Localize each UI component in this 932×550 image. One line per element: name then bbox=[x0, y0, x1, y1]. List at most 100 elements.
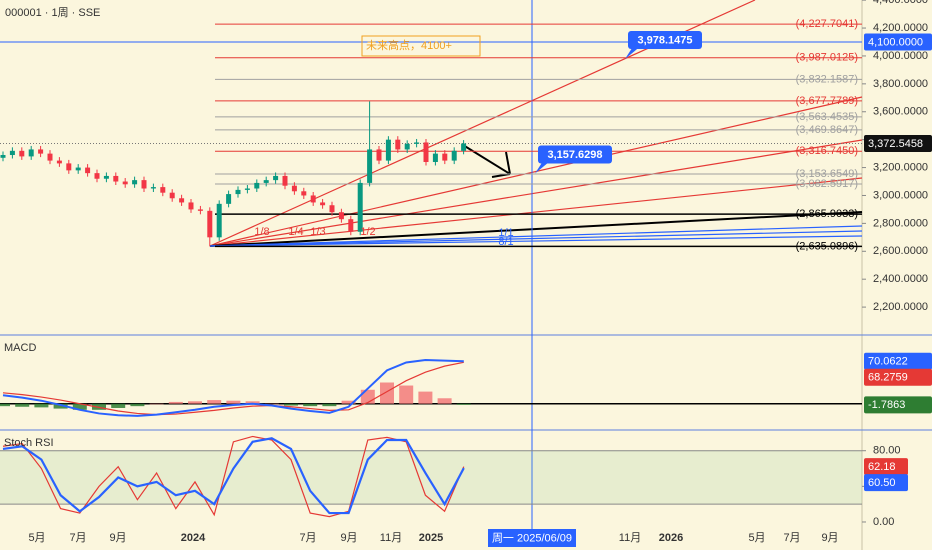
candle-body bbox=[85, 167, 91, 174]
candle-body bbox=[56, 160, 62, 164]
candle-body bbox=[404, 143, 410, 150]
candle-body bbox=[150, 187, 156, 189]
candle-body bbox=[291, 185, 297, 192]
candle-body bbox=[367, 149, 373, 183]
histogram-bar bbox=[399, 385, 414, 404]
fib-label: 8/1 bbox=[498, 236, 513, 248]
candle-body bbox=[301, 191, 307, 196]
candle-body bbox=[66, 163, 72, 171]
level-label: (2,865.9033) bbox=[796, 208, 858, 220]
histogram-bar bbox=[437, 398, 452, 404]
candle-body bbox=[226, 194, 232, 204]
candle-body bbox=[282, 175, 288, 186]
histogram-bar bbox=[149, 403, 164, 405]
level-label: (3,316.7450) bbox=[796, 145, 858, 157]
histogram-bar bbox=[456, 403, 471, 405]
x-tick-label: 5月 bbox=[748, 532, 765, 544]
candle-body bbox=[94, 173, 100, 179]
x-tick-label: 9月 bbox=[109, 532, 126, 544]
candle-body bbox=[348, 219, 354, 232]
x-tick-label: 11月 bbox=[619, 532, 641, 544]
histogram-bar bbox=[72, 403, 87, 410]
level-label: (3,153.6549) bbox=[796, 168, 858, 180]
histogram-bar bbox=[341, 400, 356, 404]
pane-title: MACD bbox=[4, 342, 36, 354]
histogram-bar bbox=[245, 401, 260, 404]
candle-body bbox=[75, 167, 81, 171]
candle-body bbox=[103, 175, 109, 179]
histogram-bar bbox=[207, 400, 222, 404]
arrow-head bbox=[505, 151, 511, 175]
crosshair-date-tag bbox=[488, 529, 576, 547]
fan-line bbox=[209, 235, 863, 247]
candle-body bbox=[329, 205, 335, 213]
price-tag-label: 3,978.1475 bbox=[637, 34, 692, 46]
y-tick-label: 2,200.0000 bbox=[873, 301, 928, 313]
histogram-bar bbox=[168, 401, 183, 404]
fib-label: 1/4 bbox=[288, 226, 303, 238]
y-tick-label: 2,800.0000 bbox=[873, 217, 928, 229]
level-label: (2,635.0896) bbox=[796, 240, 858, 252]
level-label: (3,677.7789) bbox=[796, 95, 858, 107]
candle-body bbox=[442, 153, 448, 161]
candle-body bbox=[254, 182, 260, 189]
value-tag bbox=[864, 396, 932, 414]
candle-body bbox=[414, 142, 420, 144]
level-label: (3,082.5917) bbox=[796, 178, 858, 190]
histogram-bar bbox=[380, 382, 394, 404]
fib-label: 1/2 bbox=[360, 226, 375, 238]
candle-body bbox=[451, 150, 457, 161]
value-tag bbox=[864, 458, 908, 476]
candle-body bbox=[432, 153, 438, 162]
y-tick-label: 3,000.0000 bbox=[873, 189, 928, 201]
y-tick-label: 2,400.0000 bbox=[873, 273, 928, 285]
candle-body bbox=[19, 150, 25, 157]
value-tag-label: 3,372.5458 bbox=[868, 138, 923, 150]
candle-body bbox=[244, 188, 250, 190]
y-tick-label: 2,600.0000 bbox=[873, 245, 928, 257]
level-label: (3,987.0125) bbox=[796, 52, 858, 64]
x-tick-label: 2024 bbox=[181, 532, 206, 544]
value-tag-label: 62.18 bbox=[868, 461, 896, 473]
histogram-bar bbox=[226, 400, 241, 404]
price-tag bbox=[628, 30, 702, 49]
x-tick-label: 7月 bbox=[299, 532, 316, 544]
signal-line bbox=[2, 361, 464, 416]
candle-body bbox=[320, 202, 326, 206]
crosshair-date: 周一 2025/06/09 bbox=[492, 531, 572, 544]
histogram-bar bbox=[53, 403, 68, 409]
macd-line bbox=[2, 359, 464, 417]
symbol-title: 000001 · 1周 · SSE bbox=[5, 6, 100, 19]
candle-body bbox=[160, 187, 166, 193]
value-tag-label: -1.7863 bbox=[868, 399, 905, 411]
candle-body bbox=[188, 202, 194, 210]
candle-body bbox=[357, 182, 363, 232]
y-tick-label: 3,600.0000 bbox=[873, 106, 928, 118]
candle-body bbox=[273, 175, 279, 181]
candle-body bbox=[423, 142, 429, 162]
y-tick-label: 3,200.0000 bbox=[873, 161, 928, 173]
value-tag bbox=[864, 368, 932, 386]
candle-body bbox=[461, 143, 467, 151]
fan-lines bbox=[209, 0, 863, 247]
value-tag bbox=[864, 134, 932, 152]
level-label: (4,227.7041) bbox=[796, 18, 858, 30]
histogram-bar bbox=[188, 401, 202, 404]
y-tick-label: 4,400.0000 bbox=[873, 0, 928, 6]
fan-line bbox=[209, 225, 863, 247]
value-tag-label: 68.2759 bbox=[868, 372, 908, 384]
x-tick-label: 2025 bbox=[419, 532, 443, 544]
fan-line bbox=[209, 230, 863, 247]
value-tag-label: 70.0622 bbox=[868, 356, 908, 368]
x-tick-label: 7月 bbox=[783, 532, 800, 544]
candle-body bbox=[28, 149, 34, 157]
candle-body bbox=[207, 210, 213, 238]
candle-body bbox=[179, 198, 185, 203]
histogram-bar bbox=[15, 403, 30, 407]
candle-body bbox=[169, 192, 175, 199]
fib-label: 1/1 bbox=[498, 227, 513, 239]
histogram-bar bbox=[322, 403, 337, 407]
level-label: (3,832.1587) bbox=[796, 73, 858, 85]
